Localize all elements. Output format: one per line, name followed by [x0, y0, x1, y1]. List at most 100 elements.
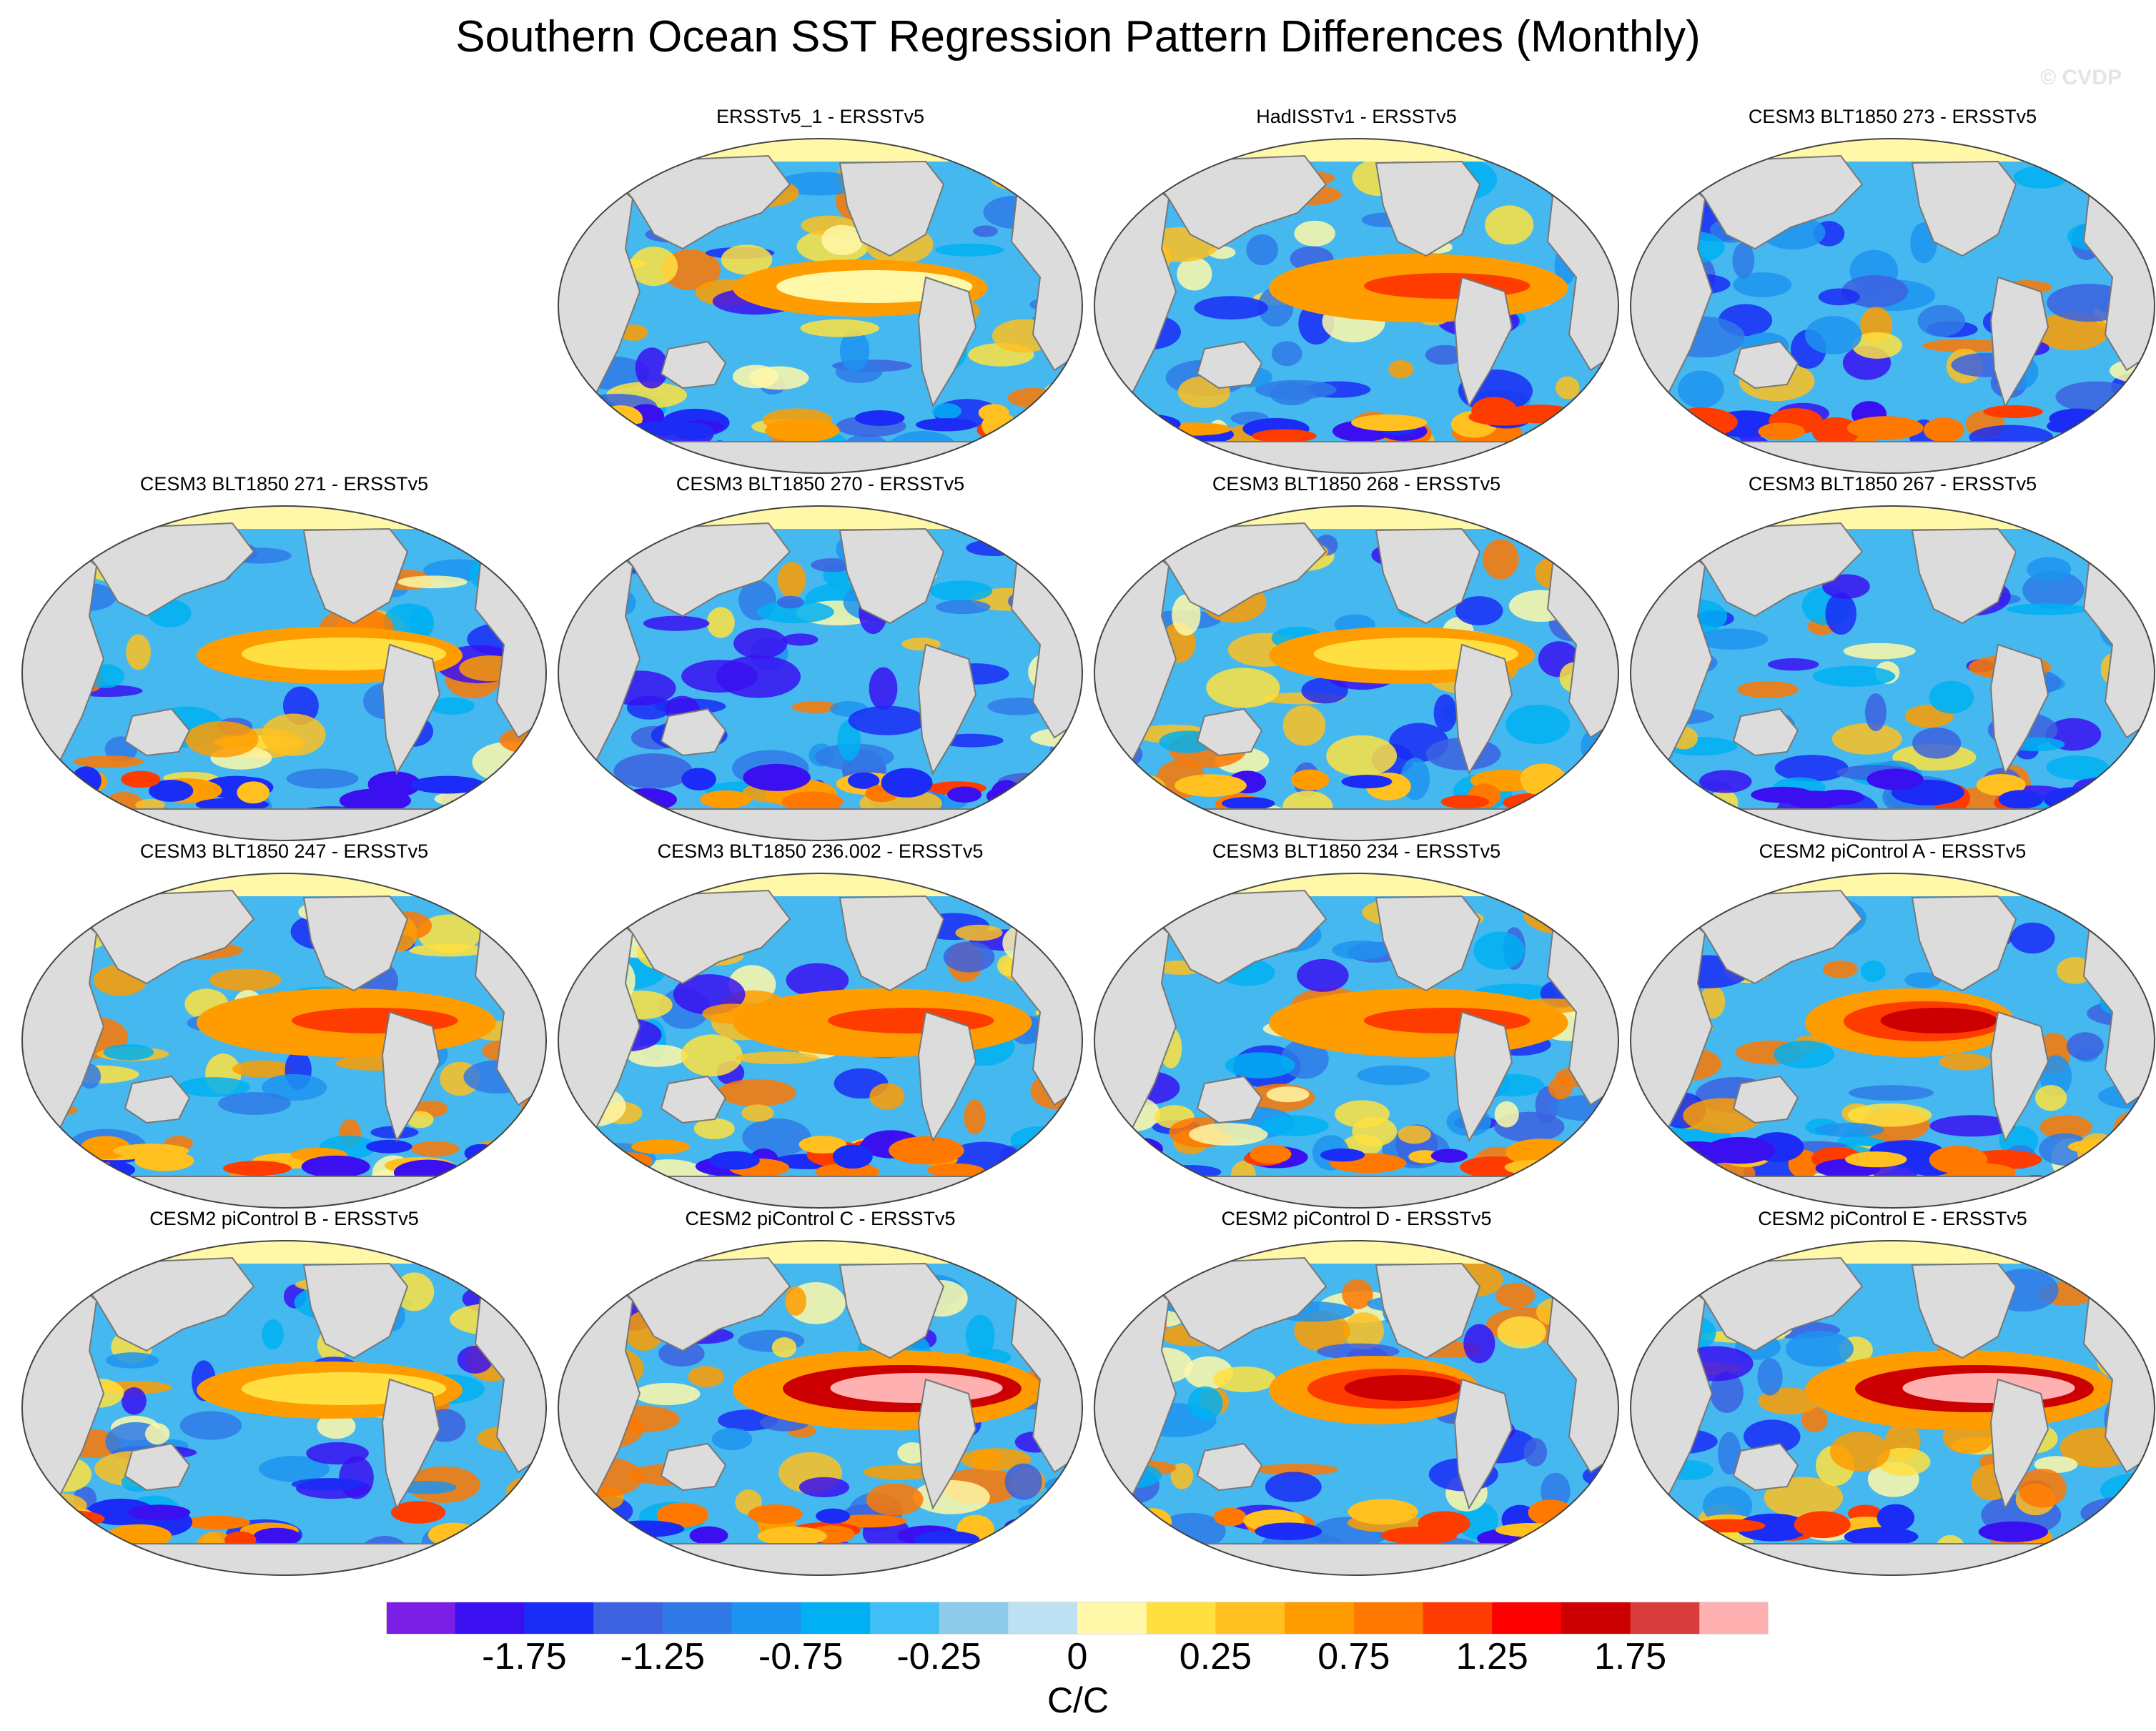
- anomaly-blob: [465, 1554, 510, 1575]
- southern-ocean-patch: [301, 1155, 370, 1179]
- colorbar-swatch: [386, 1602, 456, 1635]
- anomaly-blob: [964, 1099, 986, 1135]
- southern-ocean-patch: [1845, 1151, 1907, 1168]
- anomaly-blob: [406, 1111, 434, 1129]
- anomaly-blob: [2046, 755, 2110, 780]
- southern-ocean-patch: [1046, 771, 1082, 795]
- anomaly-blob: [748, 366, 809, 390]
- southern-ocean-patch: [1504, 1159, 1565, 1176]
- anomaly-blob: [961, 1448, 1032, 1471]
- southern-ocean-patch: [1460, 1156, 1530, 1178]
- anomaly-blob: [1094, 1302, 1127, 1337]
- anomaly-blob: [577, 813, 603, 840]
- southern-ocean-patch: [1430, 1149, 1468, 1163]
- colorbar-tick-label: 0.75: [1317, 1636, 1390, 1677]
- colorbar-swatch: [524, 1602, 594, 1635]
- panel-title: CESM3 BLT1850 268 - ERSSTv5: [1212, 473, 1501, 495]
- anomaly-blob: [492, 1171, 541, 1193]
- anomaly-blob: [821, 224, 864, 256]
- southern-ocean-patch: [881, 768, 933, 798]
- anomaly-blob: [232, 1060, 293, 1078]
- anomaly-blob: [931, 403, 961, 420]
- continent-shape: [1453, 276, 1513, 408]
- anomaly-blob: [1096, 431, 1157, 450]
- anomaly-blob: [742, 1118, 811, 1156]
- colorbar-swatch: [869, 1602, 940, 1635]
- anomaly-blob: [1433, 694, 1458, 732]
- southern-ocean-patch: [1551, 1144, 1589, 1164]
- anomaly-blob: [1904, 972, 1942, 988]
- anomaly-blob: [1094, 535, 1150, 565]
- anomaly-blob: [1812, 665, 1896, 687]
- southern-ocean-patch: [1586, 1134, 1618, 1158]
- colorbar-swatch: [1561, 1602, 1631, 1635]
- anomaly-blob: [1631, 1136, 1686, 1166]
- anomaly-blob: [1786, 1331, 1854, 1367]
- southern-ocean-patch: [847, 772, 880, 789]
- anomaly-blob: [1650, 427, 1691, 456]
- anomaly-blob: [1266, 1086, 1310, 1103]
- anomaly-blob: [1455, 596, 1503, 626]
- anomaly-blob: [258, 1456, 330, 1482]
- anomaly-blob: [1342, 1279, 1373, 1309]
- southern-ocean-patch: [1104, 788, 1158, 805]
- anomaly-blob: [1045, 406, 1082, 437]
- panel-title: CESM3 BLT1850 236.002 - ERSSTv5: [657, 840, 984, 862]
- colorbar-swatch: [455, 1602, 525, 1635]
- colorbar-swatch: [1423, 1602, 1493, 1635]
- southern-ocean-patch: [1255, 1522, 1322, 1541]
- global-sst-map: [21, 873, 547, 1209]
- colorbar-swatch: [731, 1602, 801, 1635]
- southern-ocean-patch: [1569, 1151, 1615, 1166]
- southern-ocean-patch: [743, 763, 811, 791]
- continent-shape: [1989, 1378, 2049, 1510]
- continent-shape: [124, 1442, 191, 1492]
- southern-ocean-patch: [1548, 782, 1603, 804]
- anomaly-blob: [929, 580, 993, 602]
- anomaly-blob: [530, 1103, 546, 1146]
- anomaly-blob: [317, 1414, 356, 1439]
- southern-ocean-patch: [1522, 776, 1551, 795]
- southern-ocean-patch: [700, 790, 752, 808]
- southern-ocean-patch: [1174, 774, 1247, 797]
- anomaly-blob: [1917, 304, 1966, 337]
- southern-ocean-patch: [1471, 397, 1518, 425]
- southern-ocean-patch: [22, 1521, 71, 1536]
- anomaly-blob: [741, 1104, 774, 1122]
- anomaly-blob: [1485, 205, 1534, 245]
- anomaly-blob: [429, 697, 475, 715]
- anomaly-blob: [1675, 1543, 1719, 1573]
- southern-ocean-patch: [1099, 1149, 1166, 1174]
- global-sst-map: [21, 1240, 547, 1576]
- continent-shape: [1453, 1378, 1513, 1510]
- anomaly-blob: [1495, 1283, 1536, 1309]
- anomaly-blob: [558, 159, 603, 199]
- anomaly-blob: [1548, 1076, 1573, 1100]
- map-panel: HadISSTv1 - ERSSTv5: [1090, 106, 1623, 477]
- anomaly-blob: [22, 1159, 44, 1191]
- anomaly-blob: [1733, 272, 1792, 297]
- anomaly-blob: [934, 243, 1004, 257]
- anomaly-blob: [1497, 1316, 1546, 1349]
- panel-title: HadISSTv1 - ERSSTv5: [1256, 106, 1457, 127]
- global-sst-map: [1630, 873, 2155, 1209]
- anomaly-blob: [1523, 1438, 1548, 1467]
- anomaly-blob: [717, 1078, 796, 1107]
- anomaly-blob: [2034, 1085, 2067, 1111]
- anomaly-blob: [22, 552, 57, 571]
- anomaly-blob: [1843, 643, 1916, 660]
- southern-ocean-patch: [365, 1139, 412, 1154]
- anomaly-blob: [1004, 1463, 1042, 1500]
- anomaly-blob: [51, 1514, 86, 1544]
- map-panel: CESM2 piControl C - ERSSTv5: [554, 1208, 1087, 1579]
- global-sst-map: [558, 138, 1083, 474]
- southern-ocean-patch: [2139, 789, 2155, 806]
- map-panel: ERSSTv5_1 - ERSSTv5: [554, 106, 1087, 477]
- continent-shape: [660, 708, 727, 757]
- continent-shape: [1375, 160, 1481, 257]
- anomaly-blob: [638, 1535, 664, 1575]
- panel-title: ERSSTv5_1 - ERSSTv5: [716, 106, 925, 127]
- anomaly-blob: [811, 557, 854, 572]
- continent-shape: [302, 1262, 409, 1359]
- southern-ocean-patch: [2095, 788, 2150, 803]
